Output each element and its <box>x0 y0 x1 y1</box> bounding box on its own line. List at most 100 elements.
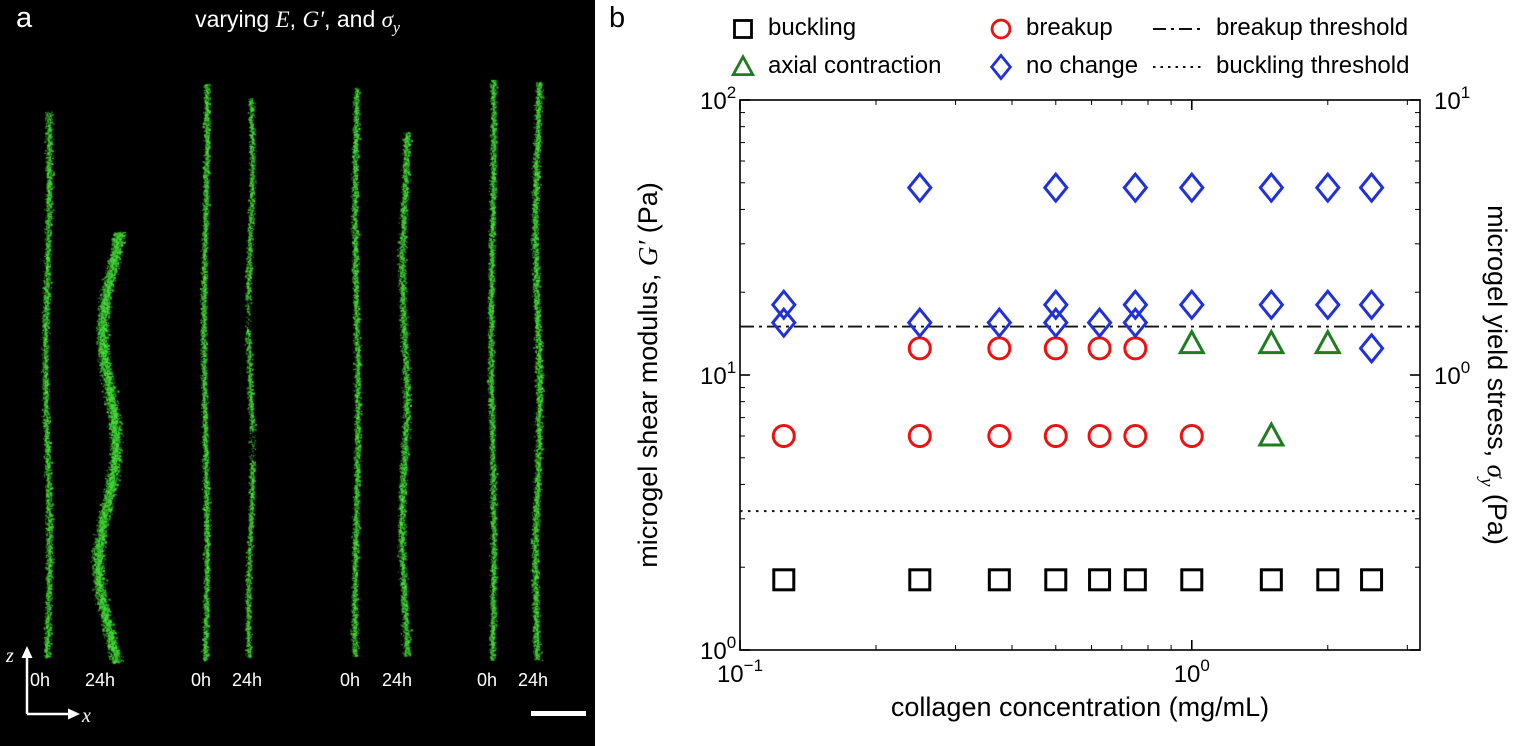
x-axis-arrowhead-icon <box>68 708 80 720</box>
y-right-tick-label: 101 <box>1434 83 1470 115</box>
plot-frame <box>739 99 1421 651</box>
marker-buckling <box>1123 568 1147 592</box>
legend-label: buckling <box>768 14 857 41</box>
panel-a-letter: a <box>16 2 33 34</box>
panel-a-microscopy: a varying E, G′, and σy 0h 24h 0h 24h 0h 24h 0… <box>0 0 595 746</box>
symbol-G-prime: G′ <box>302 7 325 32</box>
marker-no-change <box>1122 288 1149 321</box>
marker-no-change <box>906 306 933 339</box>
triangle-legend-marker <box>730 53 756 77</box>
marker-no-change <box>770 306 797 339</box>
title-text: , <box>289 6 303 32</box>
marker-breakup <box>987 336 1012 361</box>
scale-bar <box>531 711 586 716</box>
diamond-legend-marker <box>989 53 1013 81</box>
marker-breakup <box>907 336 932 361</box>
marker-axial-contraction <box>1257 420 1286 447</box>
panel-a-title: varying E, G′, and σy <box>0 6 595 38</box>
marker-no-change <box>1358 171 1385 204</box>
x-axis-title: collagen concentration (mg/mL) <box>891 692 1269 722</box>
marker-breakup <box>1043 336 1068 361</box>
x-axis-label: x <box>81 705 91 727</box>
y-right-axis-title: microgel yield stress, σy (Pa) <box>1476 205 1512 545</box>
marker-no-change <box>986 306 1013 339</box>
legend-item-breakup-threshold: breakup threshold <box>1151 12 1408 44</box>
marker-breakup <box>907 424 932 449</box>
square-legend-marker <box>733 19 753 39</box>
marker-breakup <box>771 424 796 449</box>
marker-buckling <box>1088 568 1112 592</box>
marker-buckling <box>1044 568 1068 592</box>
marker-axial-contraction <box>1313 328 1342 355</box>
marker-breakup <box>1043 424 1068 449</box>
marker-no-change <box>1314 171 1341 204</box>
y-left-tick-label: 100 <box>700 633 736 665</box>
marker-no-change <box>1358 332 1385 365</box>
dotted-legend-marker <box>1153 66 1205 68</box>
legend-label: breakup threshold <box>1216 14 1409 41</box>
legend-label: axial contraction <box>768 52 942 79</box>
marker-no-change <box>770 288 797 321</box>
symbol-sigma-sub-y: y <box>393 19 400 37</box>
time-label-0h-pair-3: 0h <box>339 670 361 690</box>
z-axis-label: z <box>5 645 14 667</box>
legend-item-buckling-threshold: buckling threshold <box>1151 50 1409 82</box>
marker-no-change <box>1314 288 1341 321</box>
circle-marker-icon <box>990 18 1012 40</box>
title-text: , and <box>324 6 382 32</box>
square-marker-icon <box>733 19 753 39</box>
marker-no-change <box>1122 171 1149 204</box>
marker-no-change <box>1178 288 1205 321</box>
time-label-24h-pair-1: 24h <box>84 670 116 690</box>
symbol-E: E <box>275 7 290 32</box>
marker-breakup <box>1123 424 1148 449</box>
legend-label: breakup <box>1026 14 1113 41</box>
marker-no-change <box>1042 171 1069 204</box>
time-label-0h-pair-4: 0h <box>476 670 498 690</box>
diamond-marker-icon <box>989 53 1013 81</box>
fluorescence-image <box>0 0 595 746</box>
marker-buckling <box>908 568 932 592</box>
legend-label: no change <box>1026 52 1139 79</box>
panel-b-letter: b <box>609 2 626 34</box>
marker-no-change <box>1042 288 1069 321</box>
marker-axial-contraction <box>1257 328 1286 355</box>
marker-no-change <box>1258 288 1285 321</box>
legend-item-axial-contraction: axial contraction <box>727 50 941 82</box>
marker-breakup <box>987 424 1012 449</box>
y-left-tick-label: 102 <box>700 83 736 115</box>
y-left-tick-label: 101 <box>700 358 736 390</box>
title-text: varying <box>195 6 276 32</box>
legend-label: buckling threshold <box>1216 52 1410 79</box>
marker-no-change <box>1086 306 1113 339</box>
marker-buckling <box>1259 568 1283 592</box>
marker-buckling <box>1180 568 1204 592</box>
time-label-0h-pair-2: 0h <box>190 670 212 690</box>
time-label-24h-pair-4: 24h <box>517 670 549 690</box>
dashdot-legend-marker <box>1153 28 1205 30</box>
marker-buckling <box>1360 568 1384 592</box>
marker-buckling <box>1316 568 1340 592</box>
marker-breakup <box>1179 424 1204 449</box>
x-tick-label: 10−1 <box>717 656 763 688</box>
marker-no-change <box>906 171 933 204</box>
y-left-axis-title: microgel shear modulus, G′ (Pa) <box>633 182 663 568</box>
y-right-tick-label: 100 <box>1434 358 1470 390</box>
marker-breakup <box>1123 336 1148 361</box>
time-label-0h-pair-1: 0h <box>29 670 51 690</box>
legend-item-no-change: no change <box>985 50 1138 82</box>
marker-no-change <box>1122 306 1149 339</box>
marker-breakup <box>1087 336 1112 361</box>
marker-no-change <box>1258 171 1285 204</box>
axis-indicator: z x <box>5 645 91 727</box>
marker-no-change <box>1358 288 1385 321</box>
marker-axial-contraction <box>1177 328 1206 355</box>
marker-buckling <box>772 568 796 592</box>
time-label-24h-pair-3: 24h <box>381 670 413 690</box>
marker-buckling <box>987 568 1011 592</box>
legend-item-breakup: breakup <box>985 12 1113 44</box>
symbol-sigma: σ <box>381 7 393 32</box>
marker-no-change <box>1042 306 1069 339</box>
z-axis-arrowhead-icon <box>21 646 33 658</box>
